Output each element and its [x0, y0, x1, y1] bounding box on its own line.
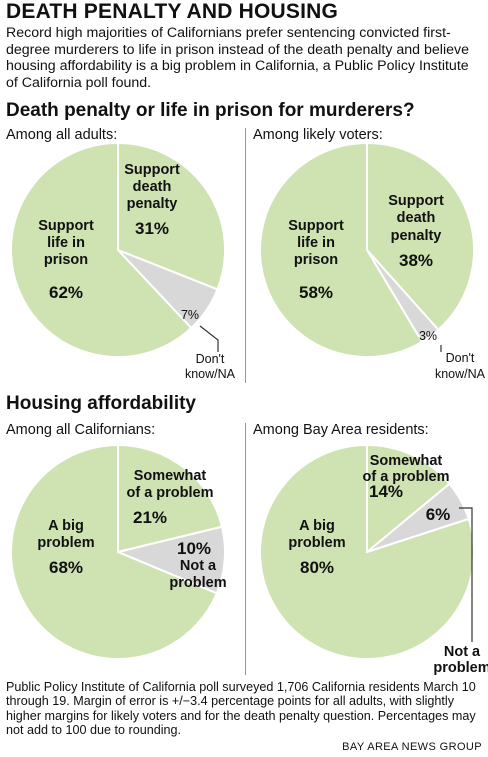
pie-slice-c0-support-death-penalty: [117, 141, 226, 291]
callout-label-c1-line1: Don't: [446, 351, 475, 365]
pie-slice-c1-support-death-penalty: [366, 141, 475, 332]
callout-label-c1-line2: know/NA: [435, 367, 486, 381]
slice-value-c2-not-a-problem: 10%: [177, 539, 211, 558]
slice-label-c0-support-life-in-prison-line2: life in: [47, 235, 85, 251]
pie-slice-c2-a-big-problem: [10, 443, 219, 660]
slice-label-c3-somewhat-of-a-problem-line1: Somewhat: [370, 453, 443, 469]
callout-label-c3-line2: problem: [433, 660, 488, 676]
section-heading-housing: Housing affordability: [6, 393, 196, 414]
chart-title-likely-voters: Among likely voters:: [253, 127, 383, 143]
pie-slice-c3-somewhat-of-a-problem: [366, 443, 451, 555]
slice-label-c1-support-death-penalty-line3: penalty: [391, 228, 442, 244]
slice-value-c0-don-t-know-na: 7%: [181, 308, 199, 322]
slice-label-c3-a-big-problem-line1: A big: [299, 518, 335, 534]
slice-label-c0-support-life-in-prison-line3: prison: [44, 252, 88, 268]
slice-label-c2-a-big-problem-line1: A big: [48, 518, 84, 534]
slice-value-c3-not-a-problem: 6%: [426, 505, 451, 524]
column-divider-bottom: [245, 423, 246, 675]
chart-title-all-californians: Among all Californians:: [6, 422, 156, 438]
pie-slice-c2-somewhat-of-a-problem: [117, 443, 224, 554]
footnote: Public Policy Institute of California po…: [6, 680, 476, 738]
column-divider-top: [245, 128, 246, 383]
slice-label-c2-somewhat-of-a-problem-line2: of a problem: [126, 485, 213, 501]
pie-slice-c3-a-big-problem: [259, 443, 475, 660]
slice-value-c1-don-t-know-na: 3%: [419, 329, 437, 343]
pie-slice-c1-support-life-in-prison: [259, 141, 424, 358]
slice-value-c3-a-big-problem: 80%: [300, 558, 334, 577]
callout-label-c0-line1: Don't: [196, 352, 225, 366]
slice-value-c2-somewhat-of-a-problem: 21%: [133, 508, 167, 527]
slice-label-c2-a-big-problem-line2: problem: [37, 535, 94, 551]
slice-value-c2-a-big-problem: 68%: [49, 558, 83, 577]
credit-line: BAY AREA NEWS GROUP: [342, 741, 482, 753]
leader-line-c0: [199, 325, 219, 352]
page-title: DEATH PENALTY AND HOUSING: [6, 0, 339, 23]
slice-value-c1-support-death-penalty: 38%: [399, 251, 433, 270]
slice-value-c3-somewhat-of-a-problem: 14%: [369, 482, 403, 501]
slice-label-c0-support-death-penalty-line2: death: [133, 179, 172, 195]
slice-label-c2-somewhat-of-a-problem-line1: Somewhat: [134, 468, 207, 484]
pie-slice-c0-support-life-in-prison: [10, 141, 193, 358]
intro-text: Record high majorities of Californians p…: [6, 25, 469, 91]
chart-title-all-adults: Among all adults:: [6, 127, 118, 143]
slice-label-c3-a-big-problem-line2: problem: [288, 535, 345, 551]
slice-label-c0-support-life-in-prison-line1: Support: [38, 218, 94, 234]
slice-label-c0-support-death-penalty-line3: penalty: [127, 196, 178, 212]
slice-label-c1-support-death-penalty-line2: death: [397, 210, 436, 226]
slice-label-c1-support-life-in-prison-line3: prison: [294, 252, 338, 268]
slice-label-c2-not-a-problem-line2: problem: [169, 575, 226, 591]
callout-label-c3-line1: Not a: [444, 644, 481, 660]
slice-value-c1-support-life-in-prison: 58%: [299, 283, 333, 302]
slice-label-c3-somewhat-of-a-problem-line2: of a problem: [362, 469, 449, 485]
chart-title-bay-area: Among Bay Area residents:: [253, 422, 429, 438]
slice-label-c1-support-life-in-prison-line2: life in: [297, 235, 335, 251]
section-heading-death-penalty: Death penalty or life in prison for murd…: [6, 100, 415, 121]
slice-label-c1-support-life-in-prison-line1: Support: [288, 218, 344, 234]
slice-label-c1-support-death-penalty-line1: Support: [388, 193, 444, 209]
leader-line-c3: [459, 507, 473, 642]
slice-value-c0-support-death-penalty: 31%: [135, 219, 169, 238]
callout-label-c0-line2: know/NA: [185, 367, 236, 381]
slice-label-c2-not-a-problem-line1: Not a: [180, 558, 217, 574]
slice-label-c0-support-death-penalty-line1: Support: [124, 162, 180, 178]
slice-value-c0-support-life-in-prison: 62%: [49, 283, 83, 302]
